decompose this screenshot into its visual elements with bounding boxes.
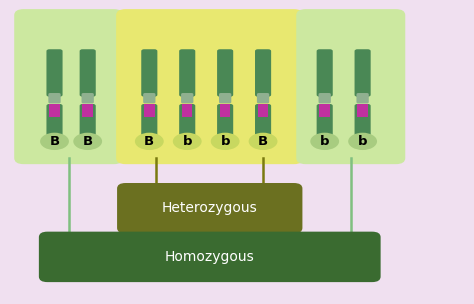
- Ellipse shape: [249, 133, 277, 150]
- FancyBboxPatch shape: [117, 183, 302, 233]
- FancyBboxPatch shape: [46, 104, 63, 142]
- FancyBboxPatch shape: [317, 49, 333, 97]
- Ellipse shape: [173, 133, 201, 150]
- FancyBboxPatch shape: [217, 49, 233, 97]
- FancyBboxPatch shape: [46, 49, 63, 97]
- FancyBboxPatch shape: [355, 104, 371, 142]
- FancyBboxPatch shape: [82, 104, 93, 117]
- FancyBboxPatch shape: [141, 49, 157, 97]
- FancyBboxPatch shape: [14, 9, 123, 164]
- FancyBboxPatch shape: [80, 104, 96, 142]
- Text: B: B: [258, 135, 268, 148]
- Text: b: b: [182, 135, 192, 148]
- FancyBboxPatch shape: [141, 104, 157, 142]
- Ellipse shape: [40, 133, 69, 150]
- FancyBboxPatch shape: [257, 93, 269, 103]
- FancyBboxPatch shape: [116, 9, 303, 164]
- FancyBboxPatch shape: [80, 49, 96, 97]
- FancyBboxPatch shape: [357, 104, 368, 117]
- FancyBboxPatch shape: [82, 93, 94, 103]
- Text: b: b: [220, 135, 230, 148]
- FancyBboxPatch shape: [258, 104, 268, 117]
- FancyBboxPatch shape: [217, 104, 233, 142]
- FancyBboxPatch shape: [296, 9, 405, 164]
- FancyBboxPatch shape: [255, 49, 271, 97]
- FancyBboxPatch shape: [143, 93, 155, 103]
- FancyBboxPatch shape: [356, 93, 369, 103]
- Text: B: B: [82, 135, 93, 148]
- Text: b: b: [358, 135, 367, 148]
- FancyBboxPatch shape: [220, 104, 230, 117]
- FancyBboxPatch shape: [219, 93, 231, 103]
- Ellipse shape: [310, 133, 339, 150]
- FancyBboxPatch shape: [319, 104, 330, 117]
- FancyBboxPatch shape: [144, 104, 155, 117]
- FancyBboxPatch shape: [48, 93, 61, 103]
- Text: B: B: [49, 135, 60, 148]
- Text: Heterozygous: Heterozygous: [162, 201, 258, 215]
- FancyBboxPatch shape: [317, 104, 333, 142]
- Ellipse shape: [73, 133, 102, 150]
- FancyBboxPatch shape: [182, 104, 192, 117]
- FancyBboxPatch shape: [181, 93, 193, 103]
- FancyBboxPatch shape: [179, 49, 195, 97]
- FancyBboxPatch shape: [255, 104, 271, 142]
- FancyBboxPatch shape: [355, 49, 371, 97]
- Text: B: B: [144, 135, 155, 148]
- Ellipse shape: [348, 133, 377, 150]
- Ellipse shape: [211, 133, 239, 150]
- Text: Homozygous: Homozygous: [165, 250, 255, 264]
- Ellipse shape: [135, 133, 164, 150]
- FancyBboxPatch shape: [39, 232, 381, 282]
- Text: b: b: [320, 135, 329, 148]
- FancyBboxPatch shape: [319, 93, 331, 103]
- FancyBboxPatch shape: [49, 104, 60, 117]
- FancyBboxPatch shape: [179, 104, 195, 142]
